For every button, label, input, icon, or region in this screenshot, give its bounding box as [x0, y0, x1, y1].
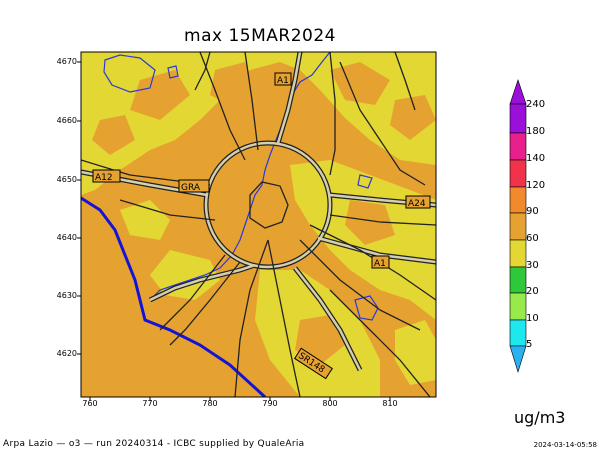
y-tick-label: 4660: [56, 116, 77, 125]
x-tick-label: 780: [202, 399, 218, 408]
x-tick-label: 770: [142, 399, 158, 408]
colorbar-seg-bottom: [509, 345, 527, 374]
x-tick-label: 790: [262, 399, 278, 408]
road-label-a1-south: A1: [374, 259, 386, 269]
colorbar-label: 5: [526, 339, 533, 350]
colorbar-label: 120: [526, 180, 546, 191]
rivers: [103, 52, 379, 321]
colorbar-seg-top: [509, 79, 527, 105]
colorbar: [509, 79, 527, 374]
colorbar-label: 20: [526, 286, 539, 297]
colorbar-label: 180: [526, 126, 546, 137]
footer-timestamp: 2024-03-14-05:58: [533, 441, 597, 449]
y-tick-label: 4620: [56, 349, 77, 358]
road-label-boxes: [92, 72, 431, 269]
colorbar-label: 60: [526, 233, 539, 244]
footer-credits: Arpa Lazio — o3 — run 20240314 - ICBC su…: [3, 439, 305, 449]
y-tick-label: 4650: [56, 175, 77, 184]
colorbar-label: 140: [526, 153, 546, 164]
road-label-a1-north: A1: [277, 76, 289, 86]
x-tick-label: 760: [82, 399, 98, 408]
colorbar-label: 90: [526, 206, 539, 217]
tick-marks: [77, 61, 391, 401]
coastline: [81, 196, 267, 397]
concentration-90-120-streaks: [92, 62, 436, 365]
road-label-a12: A12: [95, 173, 113, 183]
map-frame: [80, 51, 437, 398]
road-label-a24: A24: [408, 199, 426, 209]
x-tick-label: 810: [382, 399, 398, 408]
x-tick-label: 800: [322, 399, 338, 408]
inner-ring: [249, 181, 289, 229]
road-label-sr148-box: [293, 347, 333, 380]
y-tick-label: 4630: [56, 291, 77, 300]
road-label-gra: GRA: [181, 183, 201, 193]
y-tick-label: 4670: [56, 57, 77, 66]
roads: [81, 52, 436, 397]
colorbar-label: 10: [526, 313, 539, 324]
units-label: ug/m3: [514, 408, 566, 427]
colorbar-label: 240: [526, 99, 546, 110]
colorbar-label: 30: [526, 260, 539, 271]
highways: [81, 52, 436, 372]
map-title: max 15MAR2024: [184, 26, 336, 46]
sea-area: [81, 198, 265, 397]
y-tick-label: 4640: [56, 233, 77, 242]
